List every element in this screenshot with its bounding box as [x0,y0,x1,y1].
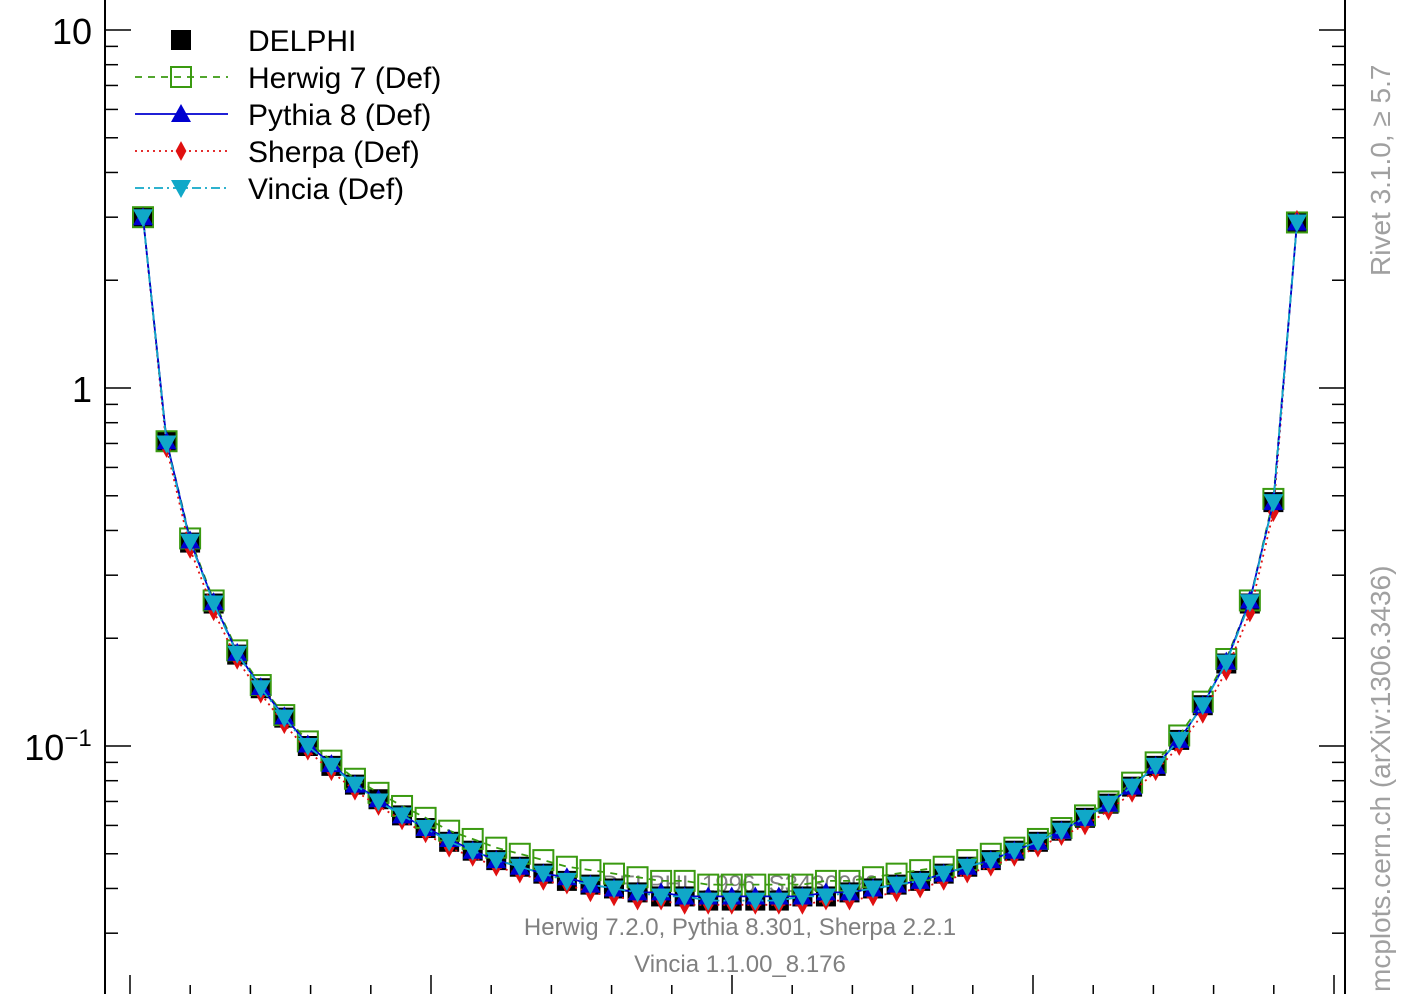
rivet-version-label: Rivet 3.1.0, ≥ 5.7 [1365,64,1396,276]
data-point-vincia [392,807,413,826]
data-point-vincia [792,888,813,907]
data-point-vincia [910,872,931,891]
data-point-vincia [533,865,554,884]
y-tick-labels: 10 1 10−1 [24,11,92,768]
data-point-vincia [203,595,224,614]
data-point-vincia [250,680,271,699]
data-point-vincia [1051,822,1072,841]
data-point-vincia [486,852,507,871]
legend-label-sherpa: Sherpa (Def) [248,136,420,169]
data-point-sherpa [1244,602,1256,623]
data-point-vincia [1192,697,1213,716]
data-point-vincia [1286,214,1307,233]
data-point-vincia [415,820,436,839]
y-tick-label: 1 [72,369,92,410]
legend-marker-sherpa [175,141,187,161]
legend-marker-vincia [171,180,191,198]
data-point-vincia [1004,842,1025,861]
data-point-vincia [839,884,860,903]
data-point-vincia [1216,654,1237,673]
data-point-vincia [674,888,695,907]
data-point-vincia [863,880,884,899]
data-point-vincia [1145,757,1166,776]
legend-label-pythia: Pythia 8 (Def) [248,99,431,132]
legend-item-sherpa: Sherpa (Def) [135,136,420,169]
data-point-vincia [651,888,672,907]
data-point-vincia [627,884,648,903]
y-tick-label: 10 [52,11,92,52]
mcplots-label: mcplots.cern.ch (arXiv:1306.3436) [1365,565,1396,992]
series-line-vincia [142,217,1298,902]
series-sherpa [137,207,1303,915]
data-point-vincia [1098,795,1119,814]
data-point-vincia [1075,809,1095,828]
series-line-sherpa [142,217,1298,906]
legend-label-herwig: Herwig 7 (Def) [248,62,441,95]
series-delphi [133,207,1307,911]
data-point-vincia [721,892,742,911]
plot-border [104,0,1346,994]
data-point-vincia [439,833,460,852]
data-point-vincia [180,533,201,552]
data-point-sherpa [1268,502,1279,523]
data-point-vincia [957,858,978,877]
data-point-vincia [815,888,836,907]
data-point-vincia [1027,833,1048,852]
data-point-vincia [462,842,483,861]
data-point-vincia [344,776,365,795]
data-point-vincia [933,865,954,884]
data-point-vincia [321,757,342,776]
legend-item-vincia: Vincia (Def) [135,173,404,206]
plot-frame [104,0,1346,994]
data-point-vincia [133,209,153,228]
data-point-vincia [768,892,789,911]
data-point-vincia [745,892,766,911]
data-point-vincia [368,793,389,812]
data-point-vincia [980,852,1001,871]
data-point-vincia [604,880,624,899]
axis-ticks [105,29,1345,994]
data-point-vincia [1263,494,1284,513]
vincia-version-label: Vincia 1.1.00_8.176 [634,951,846,978]
legend-marker-pythia [171,104,191,122]
data-point-vincia [156,435,177,454]
data-point-vincia [1169,731,1190,750]
data-point-vincia [509,858,530,877]
series-vincia [133,209,1307,911]
data-point-vincia [227,645,248,664]
legend-item-herwig: Herwig 7 (Def) [135,62,441,95]
legend-marker-herwig [170,66,192,88]
y-tick-label: 10−1 [24,725,91,768]
legend-marker-delphi [171,30,191,50]
data-point-vincia [886,876,907,895]
data-point-vincia [297,738,318,756]
generators-label: Herwig 7.2.0, Pythia 8.301, Sherpa 2.2.1 [524,914,956,941]
data-point-vincia [1239,594,1260,613]
series-layer [132,206,1308,915]
legend-label-delphi: DELPHI [248,25,356,58]
data-point-vincia [698,892,719,911]
data-point-vincia [274,709,295,728]
legend-label-vincia: Vincia (Def) [248,173,404,206]
legend-item-pythia: Pythia 8 (Def) [135,99,431,132]
legend: DELPHI Herwig 7 (Def) Pythia 8 (Def) Sherpa… [135,25,441,206]
data-point-vincia [580,876,601,895]
data-point-vincia [1122,778,1143,797]
data-point-vincia [556,872,577,891]
legend-item-delphi: DELPHI [171,25,356,58]
